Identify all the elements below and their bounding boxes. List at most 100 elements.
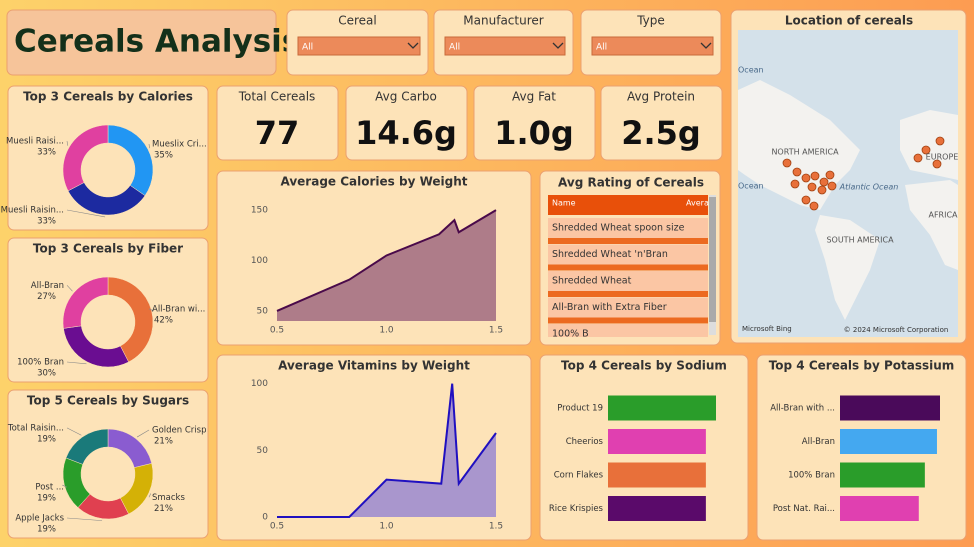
slicer-label: Type	[636, 14, 665, 28]
map-point[interactable]	[809, 201, 819, 211]
leader-line	[148, 308, 154, 312]
scrollbar-thumb[interactable]	[709, 197, 716, 322]
line	[276, 209, 497, 312]
y-tick-label: Post Nat. Rai...	[773, 504, 835, 514]
bar[interactable]	[840, 496, 919, 521]
map-point[interactable]	[801, 173, 811, 183]
column-header[interactable]: Avera	[686, 199, 709, 208]
panel	[7, 85, 209, 231]
table-row[interactable]	[548, 297, 708, 318]
dropdown[interactable]	[591, 36, 714, 56]
map-label: AFRICA	[928, 211, 958, 220]
table-row[interactable]	[548, 244, 708, 265]
panel	[345, 85, 468, 161]
donut-slice[interactable]	[65, 428, 109, 465]
slice-label: 100% Bran	[17, 358, 64, 368]
map-labels: Ocean NORTH AMERICA EUROPE Ocean Atlanti…	[738, 66, 958, 335]
slice-label: All-Bran	[31, 281, 64, 291]
leader-line	[66, 285, 73, 292]
leader-line	[148, 493, 152, 498]
dropdown[interactable]	[444, 36, 566, 56]
table-cell: Shredded Wheat 'n'Bran	[552, 249, 668, 260]
y-tick-label: 50	[257, 446, 269, 456]
slicer-label: Manufacturer	[463, 14, 543, 28]
map-points	[782, 136, 945, 211]
slice-label: Muesli Raisi...	[6, 137, 64, 147]
y-tick-label: 100	[251, 256, 268, 266]
slice-value: 19%	[37, 434, 56, 444]
y-tick-label: Corn Flakes	[554, 471, 604, 481]
map-point[interactable]	[935, 136, 945, 146]
title-box	[6, 9, 277, 76]
bar[interactable]	[840, 395, 940, 421]
donut-slice[interactable]	[107, 276, 154, 363]
dashboard-title: Cereals Analysis	[14, 24, 300, 60]
map-point[interactable]	[817, 185, 827, 195]
bar[interactable]	[608, 429, 706, 454]
slice-label: Golden Crisp	[152, 425, 206, 435]
map-point[interactable]	[792, 167, 802, 177]
table-header	[548, 195, 708, 215]
slice-label: Mueslix Cri...	[152, 140, 207, 150]
bar[interactable]	[608, 496, 706, 521]
panel	[473, 85, 596, 161]
map-land	[815, 215, 880, 320]
dropdown-value: All	[449, 43, 460, 53]
bar[interactable]	[840, 462, 925, 488]
map-point[interactable]	[921, 145, 931, 155]
leader-line	[66, 517, 103, 521]
table-body: Shredded Wheat spoon size Shredded Wheat …	[548, 218, 708, 344]
x-tick-label: 1.5	[489, 522, 503, 532]
leader-line	[62, 484, 68, 488]
row-separator	[548, 317, 708, 324]
map-point[interactable]	[810, 171, 820, 181]
table-row[interactable]	[548, 324, 708, 344]
dropdown[interactable]	[297, 36, 421, 56]
slice-label: All-Bran wi...	[152, 304, 205, 314]
donut-slice[interactable]	[62, 124, 109, 192]
map-point[interactable]	[782, 158, 792, 168]
bar[interactable]	[608, 462, 706, 488]
table-cell: Shredded Wheat spoon size	[552, 223, 685, 234]
slice-value: 19%	[37, 525, 56, 535]
x-tick-label: 0.5	[270, 522, 284, 532]
leader-line	[66, 361, 87, 365]
map-land	[905, 180, 958, 270]
column-header[interactable]: Name	[552, 199, 576, 208]
card-label: Total Cereals	[238, 90, 316, 104]
map-attribution: Microsoft Bing	[742, 325, 792, 333]
map-point[interactable]	[819, 177, 829, 187]
card-value: 14.6g	[355, 114, 457, 152]
row-separator	[548, 264, 708, 271]
slice-value: 27%	[37, 292, 56, 302]
y-tick-label: Cheerios	[566, 437, 604, 447]
table-row[interactable]	[548, 271, 708, 291]
map-point[interactable]	[807, 182, 817, 192]
bar[interactable]	[608, 395, 716, 421]
map-label: Ocean	[738, 66, 764, 75]
map-point[interactable]	[790, 179, 800, 189]
map-copyright: © 2024 Microsoft Corporation	[844, 326, 949, 334]
chart-title: Average Calories by Weight	[280, 175, 467, 189]
table-row[interactable]	[548, 218, 708, 238]
bar[interactable]	[840, 429, 937, 454]
panel	[216, 85, 339, 161]
map-title: Location of cereals	[785, 14, 913, 28]
x-tick-label: 1.0	[379, 326, 394, 336]
map-point[interactable]	[913, 153, 923, 163]
slice-value: 42%	[154, 315, 173, 325]
leader-line	[136, 429, 150, 438]
slice-label: Apple Jacks	[15, 514, 64, 524]
map-point[interactable]	[801, 195, 811, 205]
y-tick-label: All-Bran	[802, 437, 835, 447]
map-point[interactable]	[932, 159, 942, 169]
y-tick-label: All-Bran with ...	[770, 404, 835, 414]
map-point[interactable]	[827, 181, 837, 191]
map-point[interactable]	[825, 170, 835, 180]
x-tick-label: 1.5	[489, 326, 503, 336]
dropdown-arrow	[552, 42, 564, 49]
dropdown-value: All	[302, 43, 313, 53]
x-tick-label: 1.0	[379, 522, 394, 532]
donut-slice[interactable]	[62, 276, 109, 329]
